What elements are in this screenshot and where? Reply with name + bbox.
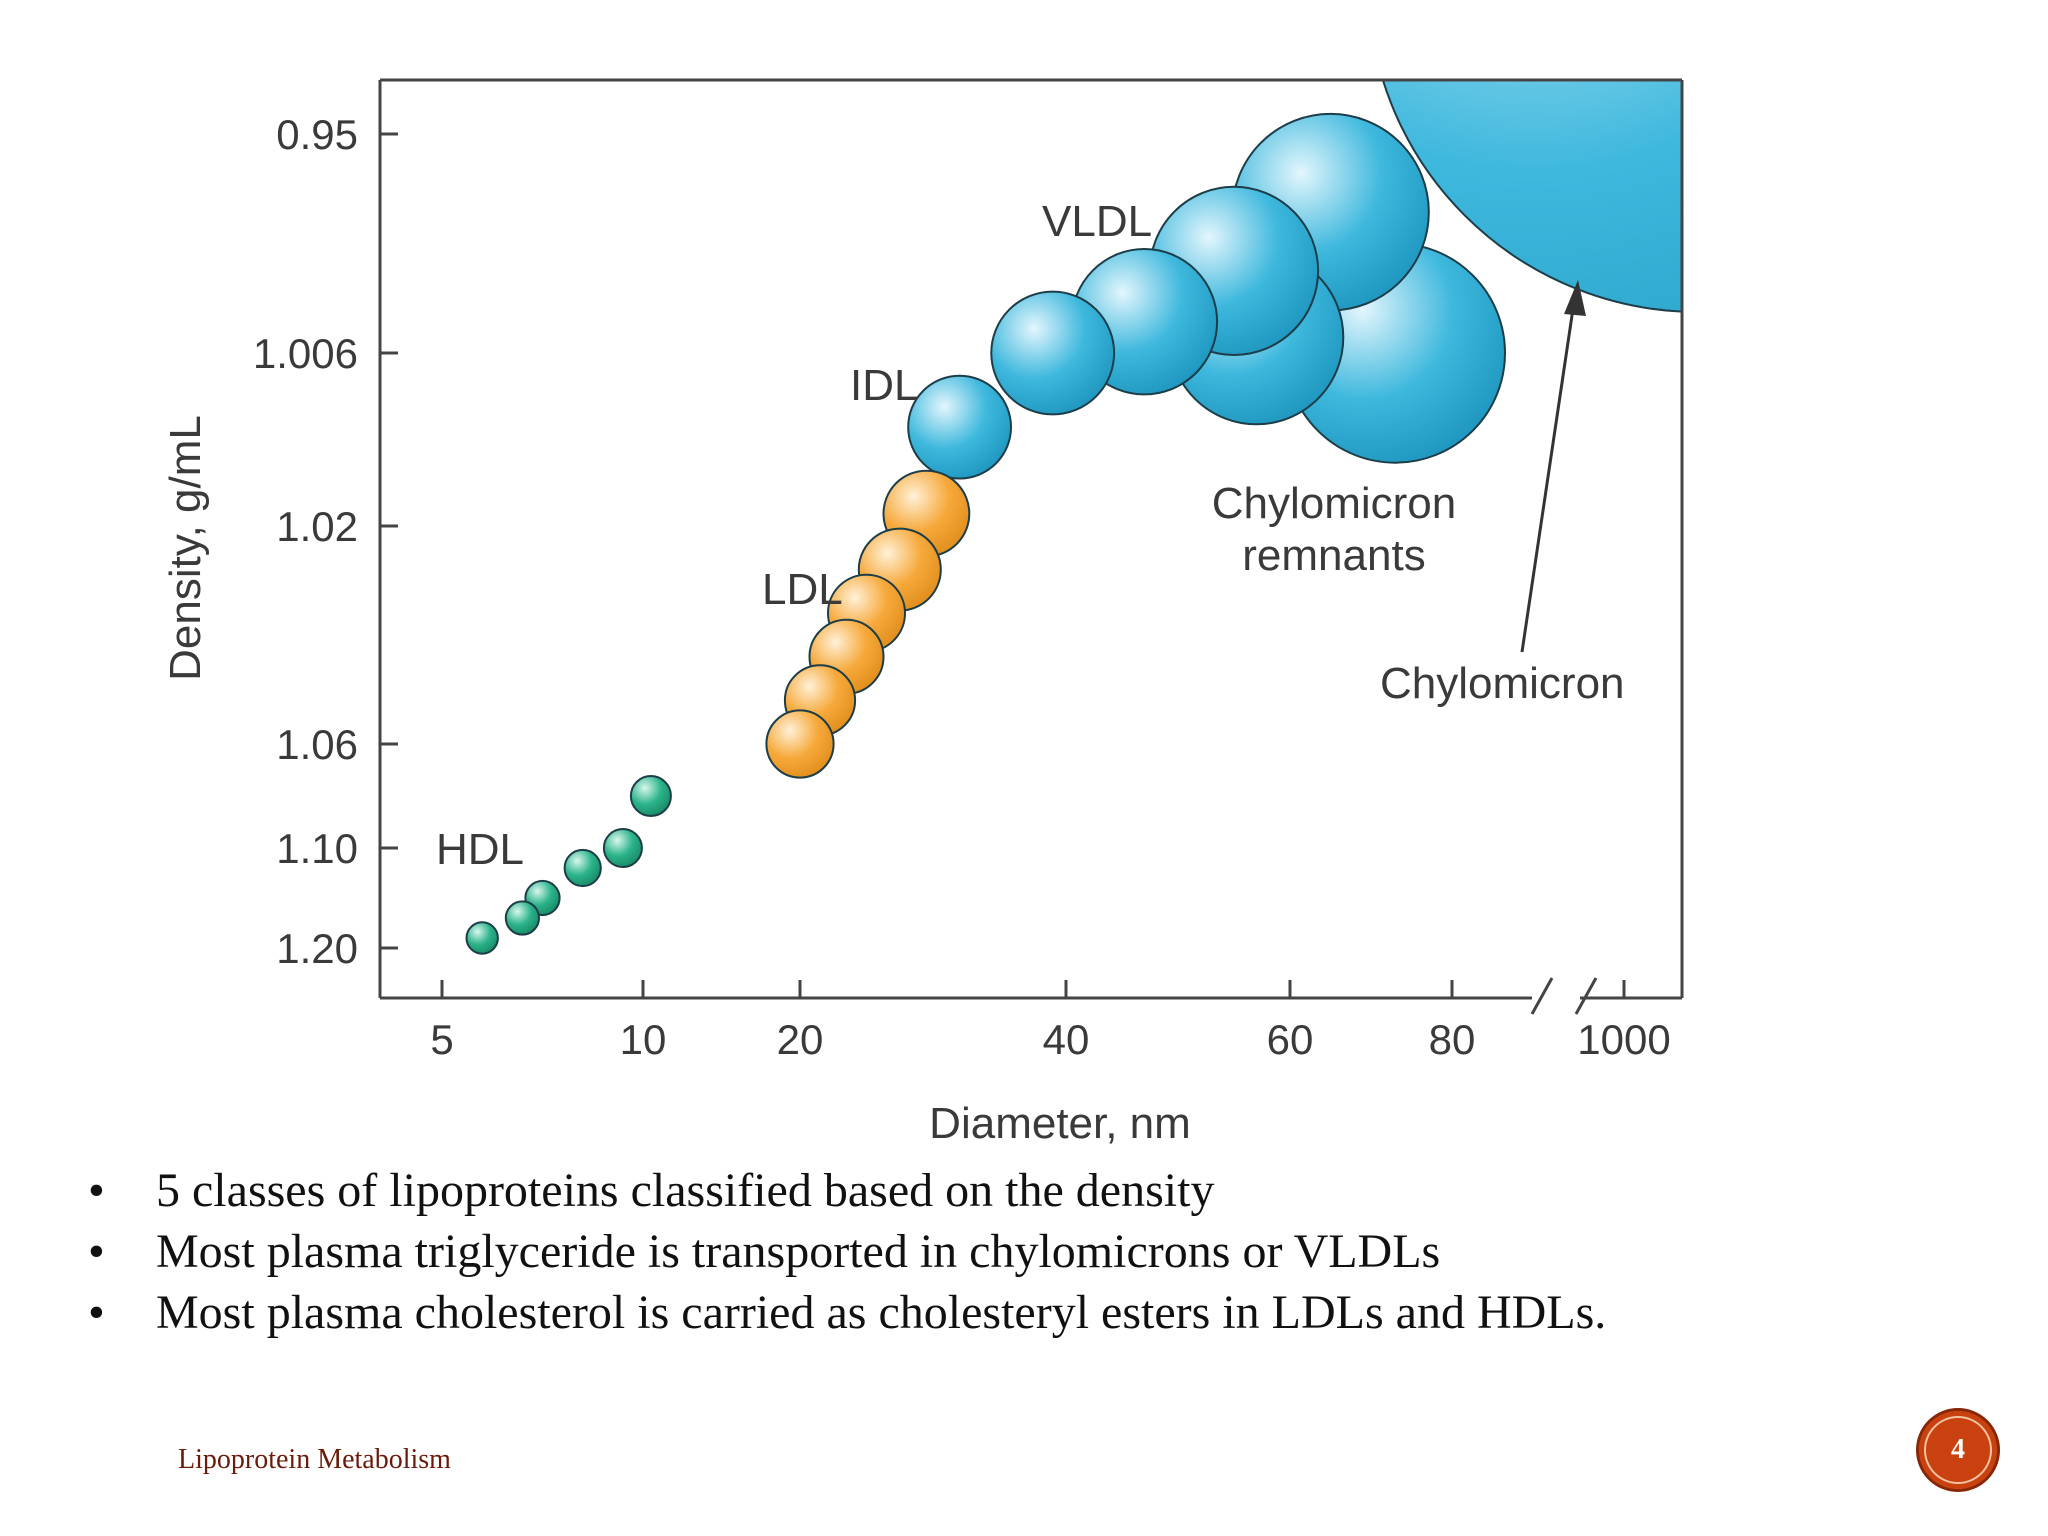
hdl-particle-1: [465, 921, 499, 955]
y-tick-label: 0.95: [276, 111, 358, 158]
label-chylomicron: Chylomicron: [1380, 659, 1625, 708]
bullet-dot: •: [88, 1225, 105, 1278]
x-tick-label: 1000: [1577, 1016, 1670, 1063]
chylomicron-particle-1: [1381, 80, 1682, 313]
axis-break-mark: [1574, 977, 1598, 1015]
x-tick-label: 40: [1043, 1016, 1090, 1063]
label-remnants-line1: Chylomicron: [1212, 479, 1457, 528]
hdl-particle-4: [563, 848, 602, 888]
plot-frame: [378, 78, 1684, 1015]
chart-marks: [465, 80, 1682, 955]
x-axis-title: Diameter, nm: [929, 1099, 1191, 1148]
x-tick-label: 5: [430, 1016, 453, 1063]
page-number: 4: [1951, 1434, 1965, 1465]
chylomicron-arrowhead: [1564, 280, 1586, 316]
bullet-dot: •: [88, 1164, 105, 1217]
label-hdl: HDL: [436, 825, 524, 874]
y-tick-label: 1.006: [253, 330, 358, 377]
page-number-badge: 4: [1916, 1408, 2000, 1492]
y-tick-label: 1.10: [276, 825, 358, 872]
label-vldl: VLDL: [1042, 197, 1152, 246]
idl-particle-1: [907, 374, 1012, 480]
annotations: HDL LDL IDL VLDL Chylomicron remnants Ch…: [436, 197, 1625, 874]
y-axis-title: Density, g/mL: [161, 415, 210, 681]
bullet-item: • 5 classes of lipoproteins classified ba…: [88, 1160, 1988, 1221]
x-tick-label: 10: [620, 1016, 667, 1063]
axes: 0.95 1.006 1.02 1.06 1.10 1.20 5 10 20 40 60 80 1000: [253, 111, 1671, 1063]
y-tick-label: 1.20: [276, 925, 358, 972]
bullet-dot: •: [88, 1286, 105, 1339]
bullet-text: Most plasma triglyceride is transported …: [156, 1225, 1441, 1278]
x-tick-label: 80: [1429, 1016, 1476, 1063]
bullet-item: • Most plasma triglyceride is transported…: [88, 1221, 1988, 1282]
chylomicron-arrow-line: [1520, 301, 1576, 653]
y-tick-label: 1.06: [276, 721, 358, 768]
footer-title: Lipoprotein Metabolism: [178, 1444, 451, 1475]
axis-break-mark: [1530, 977, 1554, 1015]
ldl-particle-1: [765, 709, 835, 779]
idl-particle-2: [990, 290, 1116, 416]
label-ldl: LDL: [762, 565, 843, 614]
label-remnants-line2: remnants: [1242, 531, 1425, 580]
x-tick-label: 60: [1267, 1016, 1314, 1063]
bullet-text: Most plasma cholesterol is carried as ch…: [156, 1286, 1607, 1339]
bullet-text: 5 classes of lipoproteins classified bas…: [156, 1164, 1215, 1217]
hdl-particle-5: [602, 828, 643, 868]
bullet-list: • 5 classes of lipoproteins classified ba…: [88, 1160, 1988, 1343]
label-idl: IDL: [850, 361, 918, 410]
hdl-particle-2: [504, 900, 541, 936]
y-tick-label: 1.02: [276, 503, 358, 550]
x-tick-label: 20: [777, 1016, 824, 1063]
bullet-item: • Most plasma cholesterol is carried as c…: [88, 1282, 1988, 1343]
hdl-particle-6: [629, 775, 672, 817]
